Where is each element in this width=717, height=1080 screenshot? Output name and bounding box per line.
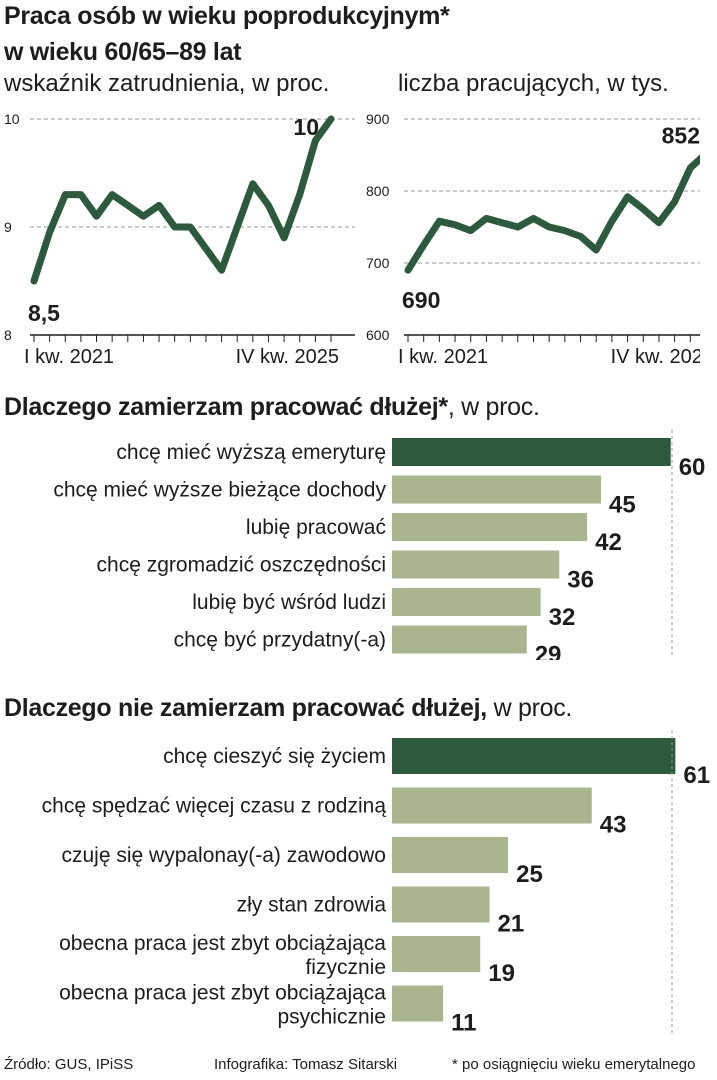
not-longer-work-reasons-title: Dlaczego nie zamierzam pracować dłużej, …	[4, 694, 573, 722]
not-longer-work-category-label: chcę cieszyć się życiem	[163, 745, 386, 768]
longer-work-bar	[392, 625, 527, 654]
workers-count-xlabel-end: IV kw. 2025	[611, 346, 700, 368]
not-longer-work-bar	[392, 886, 490, 923]
employment-rate-last-value-label: 10	[293, 114, 319, 140]
employment-rate-ytick-label: 9	[4, 219, 12, 235]
employment-rate-ytick-label: 10	[4, 111, 20, 127]
not-longer-work-bar	[392, 787, 592, 824]
workers-count-ytick-label: 900	[366, 111, 390, 127]
workers-count-ytick-label: 600	[366, 327, 390, 343]
workers-count-first-value-label: 690	[402, 287, 440, 313]
longer-work-value-label: 45	[609, 492, 636, 519]
not-longer-work-bar	[392, 985, 444, 1022]
longer-work-value-label: 29	[535, 642, 562, 661]
employment-rate-xlabel-start: I kw. 2021	[24, 346, 114, 368]
longer-work-category-label: chcę zgromadzić oszczędności	[97, 554, 386, 577]
not-longer-work-category-label: zły stan zdrowia	[237, 894, 387, 917]
workers-count-title: liczba pracujących, w tys.	[398, 70, 669, 97]
main-title: Praca osób w wieku poprodukcyjnym*	[4, 2, 450, 30]
longer-work-bar	[392, 550, 560, 579]
workers-count-ytick-label: 800	[366, 183, 390, 199]
main-subtitle: w wieku 60/65–89 lat	[4, 38, 242, 66]
not-longer-work-category-label: fizycznie	[305, 956, 386, 979]
not-longer-work-category-label: psychicznie	[277, 1006, 386, 1029]
longer-work-reasons-title: Dlaczego zamierzam pracować dłużej*, w p…	[4, 393, 540, 421]
author-note: Infografika: Tomasz Sitarski	[214, 1056, 398, 1073]
longer-work-reasons-chart: 60 chcę mieć wyższą emeryturę 45 chcę mieć …	[53, 430, 706, 661]
longer-work-value-label: 60	[679, 454, 706, 481]
longer-work-bar	[392, 438, 671, 466]
workers-count-last-value-label: 852	[662, 123, 700, 149]
workers-count-ytick-label: 700	[366, 255, 390, 271]
longer-work-value-label: 42	[595, 529, 622, 556]
longer-work-bar	[392, 475, 602, 504]
not-longer-work-bar	[392, 837, 509, 873]
not-longer-work-value-label: 21	[498, 911, 525, 938]
longer-work-category-label: lubię pracować	[246, 516, 386, 539]
employment-rate-ytick-label: 8	[4, 327, 12, 343]
not-longer-work-category-label: obecna praca jest zbyt obciążająca	[59, 982, 386, 1005]
longer-work-category-label: lubię być wśród ludzi	[192, 591, 386, 614]
employment-rate-first-value-label: 8,5	[28, 300, 60, 326]
footnote: * po osiągnięciu wieku emerytalnego	[452, 1056, 696, 1073]
employment-rate-title: wskaźnik zatrudnienia, w proc.	[4, 70, 330, 97]
workers-count-xlabel-start: I kw. 2021	[398, 346, 488, 368]
longer-work-category-label: chcę być przydatny(-a)	[174, 629, 386, 652]
longer-work-bar	[392, 588, 541, 616]
workers-count-series-line	[404, 154, 700, 274]
not-longer-work-category-label: czuję się wypalonay(-a) zawodowo	[62, 844, 387, 867]
not-longer-work-value-label: 25	[516, 861, 543, 888]
longer-work-category-label: chcę mieć wyższą emeryturę	[116, 441, 386, 464]
not-longer-work-value-label: 43	[600, 812, 627, 839]
longer-work-bar	[392, 513, 588, 541]
not-longer-work-value-label: 61	[683, 762, 710, 789]
not-longer-work-category-label: chcę spędzać więcej czasu z rodziną	[42, 795, 387, 818]
employment-rate-chart: 8 9 10 I kw. 2021 IV kw. 2025 8,5 10	[4, 111, 355, 368]
not-longer-work-category-label: obecna praca jest zbyt obciążająca	[59, 932, 386, 955]
employment-rate-series-line	[30, 115, 335, 285]
not-longer-work-value-label: 19	[488, 960, 515, 987]
longer-work-value-label: 36	[567, 567, 594, 594]
employment-rate-xlabel-end: IV kw. 2025	[236, 346, 339, 368]
longer-work-category-label: chcę mieć wyższe bieżące dochody	[53, 479, 386, 502]
not-longer-work-bar	[392, 936, 481, 972]
source-note: Źródło: GUS, IPiSS	[4, 1056, 134, 1073]
workers-count-chart: 600 700 800 900 I kw. 2021 IV kw. 2025 690 852	[366, 111, 700, 368]
not-longer-work-reasons-chart: 61 chcę cieszyć się życiem 43 chcę spędzać …	[42, 730, 710, 1037]
longer-work-value-label: 32	[549, 604, 576, 631]
not-longer-work-bar	[392, 738, 676, 774]
not-longer-work-value-label: 11	[451, 1010, 476, 1037]
